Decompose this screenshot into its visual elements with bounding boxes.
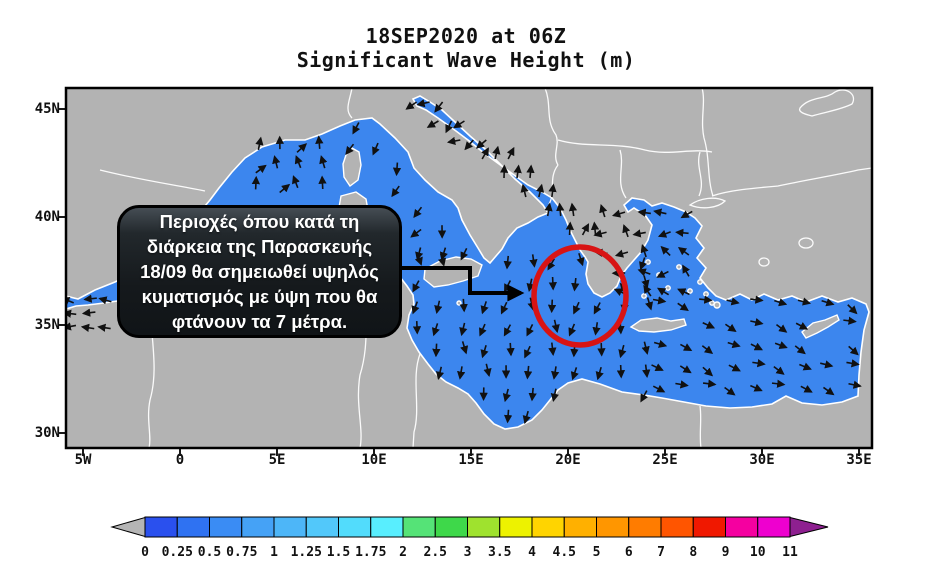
colorbar-cell [305, 516, 339, 538]
colorbar-tick-label: 3.5 [488, 545, 511, 560]
colorbar-cell [241, 516, 275, 538]
greek-annotation-box: Περιοχές όπου κατά τη διάρκεια της Παρασ… [117, 205, 402, 338]
y-axis-label: 45N [34, 101, 60, 117]
malta-island [456, 300, 462, 306]
colorbar-tick-label: 3 [464, 545, 472, 560]
colorbar-tick-label: 0 [141, 545, 149, 560]
colorbar-cell [338, 516, 372, 538]
x-axis-label: 0 [175, 452, 185, 468]
figure-date-title: 18SEP2020 at 06Z [365, 24, 567, 48]
colorbar-tick-label: 6 [625, 545, 633, 560]
colorbar-cell [273, 516, 307, 538]
colorbar-cell [757, 516, 791, 538]
colorbar-cell [144, 516, 178, 538]
y-axis-label: 30N [34, 425, 60, 441]
x-axis-label: 20E [555, 452, 581, 468]
x-axis-label: 30E [749, 452, 775, 468]
country-borders [99, 88, 872, 448]
callout-connector-arrow [402, 266, 525, 302]
x-axis-label: 35E [846, 452, 872, 468]
annotation-line: διάρκεια της Παρασκευής [146, 236, 373, 257]
cyprus-island [801, 314, 840, 339]
colorbar-tick-label: 2 [399, 545, 407, 560]
crete-island [629, 317, 687, 333]
annotation-line: Περιοχές όπου κατά τη [159, 211, 360, 232]
colorbar-tick-label: 4 [528, 545, 536, 560]
highlight-circle [531, 244, 629, 348]
colorbar-under-arrow [110, 516, 146, 538]
x-axis-label: 10E [361, 452, 387, 468]
colorbar-tick-label: 7 [657, 545, 665, 560]
colorbar-cell [725, 516, 759, 538]
colorbar-tick-label: 8 [689, 545, 697, 560]
colorbar-tick-label: 1.75 [355, 545, 386, 560]
colorbar-tick-label: 9 [722, 545, 730, 560]
axis-ticks [58, 108, 860, 456]
crimea-outline [798, 89, 855, 117]
colorbar-tick-label: 4.5 [553, 545, 576, 560]
wave-height-colorbar: 0 0.25 0.5 0.75 1 1.25 1.5 1.75 2 2.5 3 3.5 4 4.5 5 6 7 8… [110, 516, 829, 560]
colorbar-cell [467, 516, 501, 538]
wave-direction-arrows [66, 99, 862, 425]
colorbar-tick-label: 10 [750, 545, 766, 560]
figure-variable-title: Significant Wave Height (m) [296, 48, 636, 72]
colorbar-tick-label: 5 [593, 545, 601, 560]
annotation-line: φτάνουν τα 7 μέτρα. [171, 311, 348, 332]
colorbar-tick-label: 1.25 [291, 545, 322, 560]
x-axis-label: 25E [652, 452, 678, 468]
marmara-outline [688, 197, 727, 209]
annotation-line: κυματισμός με ύψη που θα [141, 286, 378, 307]
colorbar-tick-label: 1.5 [327, 545, 350, 560]
colorbar-cell [370, 516, 404, 538]
y-axis-label: 40N [34, 209, 60, 225]
colorbar-cell [499, 516, 533, 538]
x-axis-label: 5W [74, 452, 92, 468]
colorbar-cell [692, 516, 726, 538]
black-sea-coastline [711, 167, 872, 197]
colorbar-cell [434, 516, 468, 538]
colorbar-cell [531, 516, 565, 538]
annotation-line: 18/09 θα σημειωθεί υψηλός [140, 261, 379, 282]
y-axis-label: 35N [34, 317, 60, 333]
colorbar-tick-label: 2.5 [424, 545, 447, 560]
colorbar-cell [402, 516, 436, 538]
colorbar-cell [209, 516, 243, 538]
colorbar-tick-label: 11 [782, 545, 798, 560]
plot-border [64, 86, 874, 450]
colorbar-cell [628, 516, 662, 538]
colorbar-tick-label: 0.75 [226, 545, 257, 560]
colorbar-cell [660, 516, 694, 538]
colorbar-cell [596, 516, 630, 538]
colorbar-tick-label: 1 [270, 545, 278, 560]
colorbar-over-arrow [789, 516, 829, 538]
colorbar-tick-label: 0.5 [198, 545, 221, 560]
corsica-island [342, 147, 362, 188]
colorbar-cell [563, 516, 597, 538]
colorbar-tick-label: 0.25 [162, 545, 193, 560]
colorbar-cell [176, 516, 210, 538]
x-axis-label: 5E [268, 452, 286, 468]
x-axis-label: 15E [458, 452, 484, 468]
